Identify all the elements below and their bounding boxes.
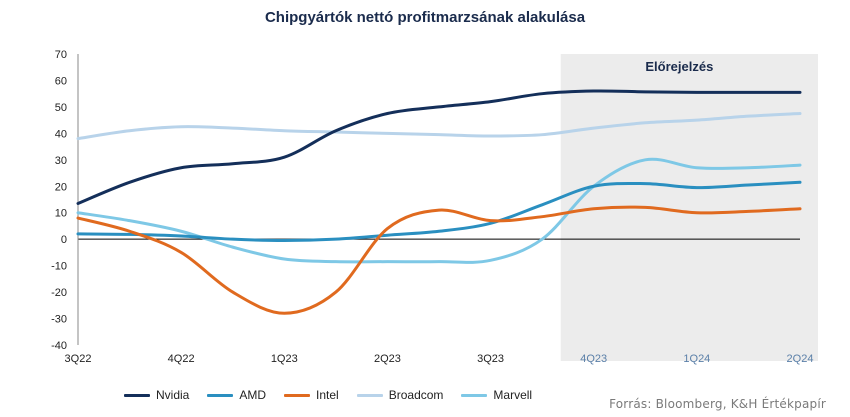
forecast-label: Előrejelzés <box>645 59 713 74</box>
legend-swatch <box>124 393 150 397</box>
legend-swatch <box>207 393 234 397</box>
series-line-broadcom <box>76 112 802 141</box>
x-tick-label: 1Q24 <box>683 353 710 365</box>
legend-item-intel: Intel <box>284 388 339 402</box>
legend-item-marvell: Marvell <box>461 388 532 402</box>
chart-title: Chipgyártók nettó profitmarzsának alakul… <box>264 9 586 26</box>
legend: Nvidia AMD Intel Broadcom Marvell <box>124 388 532 402</box>
legend-label: AMD <box>239 388 267 402</box>
y-tick-label: -20 <box>51 287 67 299</box>
y-tick-label: 20 <box>55 181 67 193</box>
y-tick-label: -40 <box>51 340 67 352</box>
x-tick-label: 1Q23 <box>271 353 298 365</box>
legend-swatch <box>284 393 311 397</box>
legend-item-broadcom: Broadcom <box>356 388 444 402</box>
x-tick-label: 4Q22 <box>168 353 195 365</box>
x-tick-label: 3Q23 <box>477 353 504 365</box>
legend-item-amd: AMD <box>207 388 266 402</box>
legend-item-nvidia: Nvidia <box>124 388 189 402</box>
y-tick-label: 70 <box>55 49 67 61</box>
legend-swatch <box>461 393 488 397</box>
legend-label: Marvell <box>493 388 533 402</box>
y-tick-label: 10 <box>55 208 67 220</box>
x-axis: 3Q22 4Q22 1Q23 2Q23 3Q23 4Q23 1Q24 2Q24 <box>65 353 814 365</box>
x-tick-label: 2Q23 <box>374 353 401 365</box>
legend-label: Nvidia <box>156 388 190 402</box>
legend-swatch <box>356 393 383 397</box>
y-tick-label: 60 <box>55 75 67 87</box>
series-group <box>76 89 802 315</box>
series-line-intel <box>76 205 802 315</box>
y-tick-label: 40 <box>55 128 67 140</box>
x-tick-label: 4Q23 <box>580 353 607 365</box>
y-tick-label: -10 <box>51 261 67 273</box>
y-tick-label: -30 <box>51 314 67 326</box>
y-tick-label: 50 <box>55 102 67 114</box>
y-axis: -40 -30 -20 -10 0 10 20 30 40 50 60 70 <box>51 49 67 352</box>
series-line-amd <box>76 180 802 243</box>
source-note: Forrás: Bloomberg, K&H Értékpapír <box>609 397 826 411</box>
x-tick-label: 3Q22 <box>65 353 92 365</box>
series-line-nvidia <box>76 89 802 205</box>
legend-label: Intel <box>316 388 339 402</box>
x-tick-label: 2Q24 <box>787 353 814 365</box>
y-tick-label: 30 <box>55 155 67 167</box>
legend-label: Broadcom <box>388 388 444 402</box>
y-tick-label: 0 <box>61 234 67 246</box>
